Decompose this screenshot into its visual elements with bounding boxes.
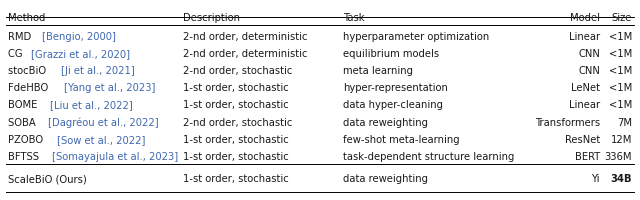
Text: 2-nd order, deterministic: 2-nd order, deterministic xyxy=(183,49,307,59)
Text: [Yang et al., 2023]: [Yang et al., 2023] xyxy=(64,83,156,93)
Text: few-shot meta-learning: few-shot meta-learning xyxy=(343,134,460,144)
Text: Size: Size xyxy=(612,13,632,23)
Text: 1-st order, stochastic: 1-st order, stochastic xyxy=(183,173,289,183)
Text: <1M: <1M xyxy=(609,31,632,41)
Text: hyper-representation: hyper-representation xyxy=(343,83,448,93)
Text: <1M: <1M xyxy=(609,49,632,59)
Text: <1M: <1M xyxy=(609,66,632,76)
Text: equilibrium models: equilibrium models xyxy=(343,49,439,59)
Text: 1-st order, stochastic: 1-st order, stochastic xyxy=(183,83,289,93)
Text: CG: CG xyxy=(8,49,26,59)
Text: hyperparameter optimization: hyperparameter optimization xyxy=(343,31,489,41)
Text: meta learning: meta learning xyxy=(343,66,413,76)
Text: CNN: CNN xyxy=(578,49,600,59)
Text: [Somayajula et al., 2023]: [Somayajula et al., 2023] xyxy=(52,151,178,161)
Text: 2-nd order, stochastic: 2-nd order, stochastic xyxy=(183,117,292,127)
Text: SOBA: SOBA xyxy=(8,117,39,127)
Text: task-dependent structure learning: task-dependent structure learning xyxy=(343,151,515,161)
Text: Yi: Yi xyxy=(591,173,600,183)
Text: [Dagréou et al., 2022]: [Dagréou et al., 2022] xyxy=(48,117,159,127)
Text: 12M: 12M xyxy=(611,134,632,144)
Text: 2-nd order, stochastic: 2-nd order, stochastic xyxy=(183,66,292,76)
Text: 34B: 34B xyxy=(611,173,632,183)
Text: ResNet: ResNet xyxy=(564,134,600,144)
Text: Description: Description xyxy=(183,13,240,23)
Text: LeNet: LeNet xyxy=(571,83,600,93)
Text: ScaleBiO (Ours): ScaleBiO (Ours) xyxy=(8,173,87,183)
Text: <1M: <1M xyxy=(609,83,632,93)
Text: 336M: 336M xyxy=(605,151,632,161)
Text: PZOBO: PZOBO xyxy=(8,134,46,144)
Text: 1-st order, stochastic: 1-st order, stochastic xyxy=(183,100,289,110)
Text: [Grazzi et al., 2020]: [Grazzi et al., 2020] xyxy=(31,49,130,59)
Text: FdeHBO: FdeHBO xyxy=(8,83,51,93)
Text: [Liu et al., 2022]: [Liu et al., 2022] xyxy=(50,100,132,110)
Text: Transformers: Transformers xyxy=(535,117,600,127)
Text: CNN: CNN xyxy=(578,66,600,76)
Text: data reweighting: data reweighting xyxy=(343,173,428,183)
Text: Model: Model xyxy=(570,13,600,23)
Text: 7M: 7M xyxy=(617,117,632,127)
Text: RMD: RMD xyxy=(8,31,35,41)
Text: Linear: Linear xyxy=(569,100,600,110)
Text: stocBiO: stocBiO xyxy=(8,66,49,76)
Text: BOME: BOME xyxy=(8,100,40,110)
Text: 1-st order, stochastic: 1-st order, stochastic xyxy=(183,151,289,161)
Text: 1-st order, stochastic: 1-st order, stochastic xyxy=(183,134,289,144)
Text: [Bengio, 2000]: [Bengio, 2000] xyxy=(42,31,116,41)
Text: data reweighting: data reweighting xyxy=(343,117,428,127)
Text: BFTSS: BFTSS xyxy=(8,151,42,161)
Text: 2-nd order, deterministic: 2-nd order, deterministic xyxy=(183,31,307,41)
Text: data hyper-cleaning: data hyper-cleaning xyxy=(343,100,443,110)
Text: Linear: Linear xyxy=(569,31,600,41)
Text: <1M: <1M xyxy=(609,100,632,110)
Text: [Ji et al., 2021]: [Ji et al., 2021] xyxy=(61,66,135,76)
Text: Method: Method xyxy=(8,13,45,23)
Text: [Sow et al., 2022]: [Sow et al., 2022] xyxy=(58,134,146,144)
Text: Task: Task xyxy=(343,13,365,23)
Text: BERT: BERT xyxy=(575,151,600,161)
